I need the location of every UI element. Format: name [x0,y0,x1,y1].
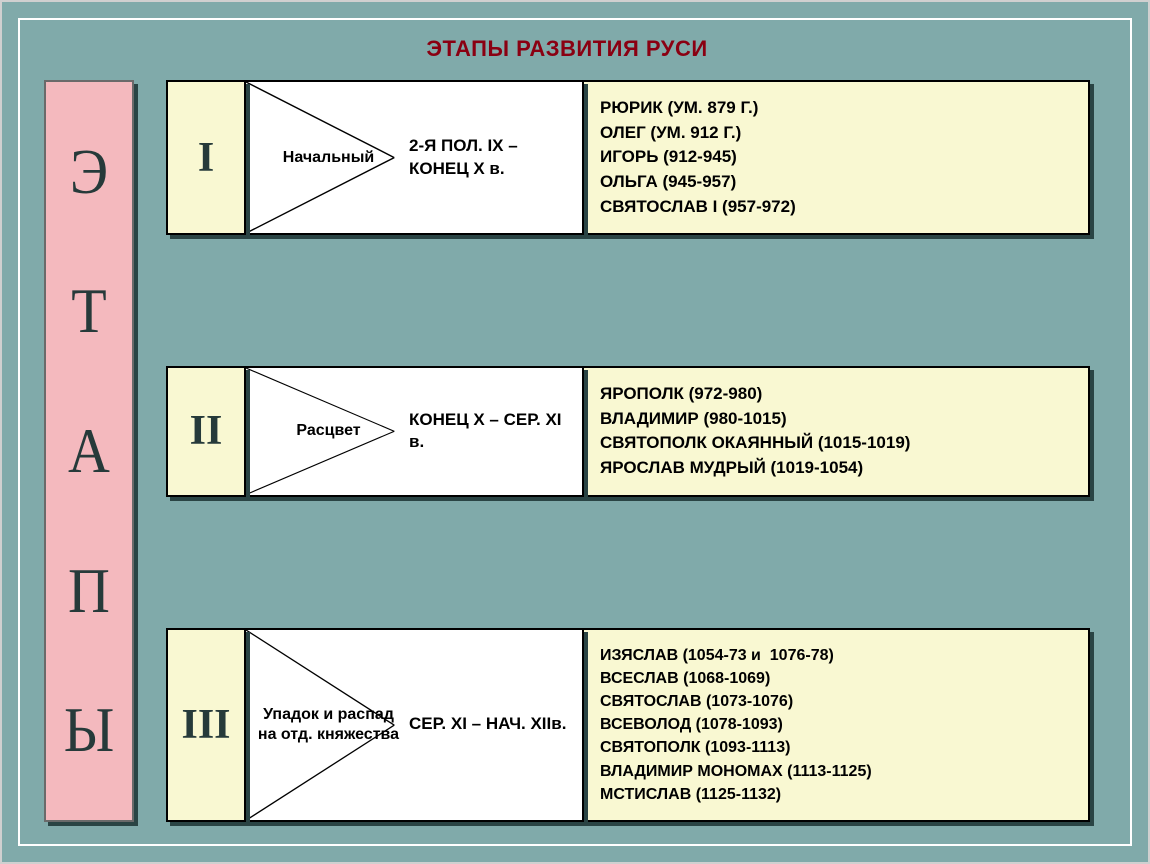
content-frame: ЭТАПЫ РАЗВИТИЯ РУСИ Э Т А П Ы I Начальны… [18,18,1132,846]
page-title: ЭТАПЫ РАЗВИТИЯ РУСИ [44,36,1090,62]
stage-period: СЕР. XI – НАЧ. XIIв. [401,713,572,736]
stages-column: I Начальный 2-Я ПОЛ. IX – КОНЕЦ X в. РЮР… [166,80,1090,822]
stage-name: Упадок и распад на отд. княжества [256,705,401,745]
sidebar-letter: Т [71,279,106,343]
stage-period: КОНЕЦ X – СЕР. XI в. [401,409,572,455]
rulers-box: ИЗЯСЛАВ (1054-73 и 1076-78) ВСЕСЛАВ (106… [582,628,1090,822]
ruler-line: ОЛЬГА (945-957) [600,170,1072,195]
stage-mid-box: Начальный 2-Я ПОЛ. IX – КОНЕЦ X в. [244,80,584,235]
sidebar-letter: А [68,419,110,483]
ruler-line: РЮРИК (УМ. 879 Г.) [600,96,1072,121]
content-row: Э Т А П Ы I Начальный 2-Я ПОЛ. IX – КОНЕ… [44,80,1090,822]
stage-row-1: I Начальный 2-Я ПОЛ. IX – КОНЕЦ X в. РЮР… [166,80,1090,235]
ruler-line: ВЛАДИМИР МОНОМАХ (1113-1125) [600,760,1072,783]
rulers-box: ЯРОПОЛК (972-980) ВЛАДИМИР (980-1015) СВ… [582,366,1090,497]
ruler-line: ВСЕСЛАВ (1068-1069) [600,667,1072,690]
stage-mid-box: Упадок и распад на отд. княжества СЕР. X… [244,628,584,822]
stage-row-2: II Расцвет КОНЕЦ X – СЕР. XI в. ЯРОПОЛК … [166,366,1090,497]
ruler-line: СВЯТОПОЛК ОКАЯННЫЙ (1015-1019) [600,431,1072,456]
ruler-line: ВЛАДИМИР (980-1015) [600,407,1072,432]
stage-row-3: III Упадок и распад на отд. княжества СЕ… [166,628,1090,822]
stage-name: Расцвет [256,421,401,441]
ruler-line: ИГОРЬ (912-945) [600,145,1072,170]
ruler-line: ОЛЕГ (УМ. 912 Г.) [600,121,1072,146]
vertical-label-sidebar: Э Т А П Ы [44,80,134,822]
stage-name: Начальный [256,148,401,168]
sidebar-letter: Э [70,140,108,204]
ruler-line: СВЯТОСЛАВ (1073-1076) [600,690,1072,713]
ruler-line: ИЗЯСЛАВ (1054-73 и 1076-78) [600,644,1072,667]
stage-numeral: I [166,80,246,235]
ruler-line: ЯРОПОЛК (972-980) [600,382,1072,407]
ruler-line: СВЯТОПОЛК (1093-1113) [600,736,1072,759]
rulers-box: РЮРИК (УМ. 879 Г.) ОЛЕГ (УМ. 912 Г.) ИГО… [582,80,1090,235]
stage-numeral: III [166,628,246,822]
sidebar-letter: П [68,559,110,623]
ruler-line: ЯРОСЛАВ МУДРЫЙ (1019-1054) [600,456,1072,481]
stage-mid-box: Расцвет КОНЕЦ X – СЕР. XI в. [244,366,584,497]
stage-period: 2-Я ПОЛ. IX – КОНЕЦ X в. [401,135,572,181]
ruler-line: ВСЕВОЛОД (1078-1093) [600,713,1072,736]
ruler-line: СВЯТОСЛАВ I (957-972) [600,195,1072,220]
sidebar-letter: Ы [64,698,115,762]
stage-numeral: II [166,366,246,497]
ruler-line: МСТИСЛАВ (1125-1132) [600,783,1072,806]
